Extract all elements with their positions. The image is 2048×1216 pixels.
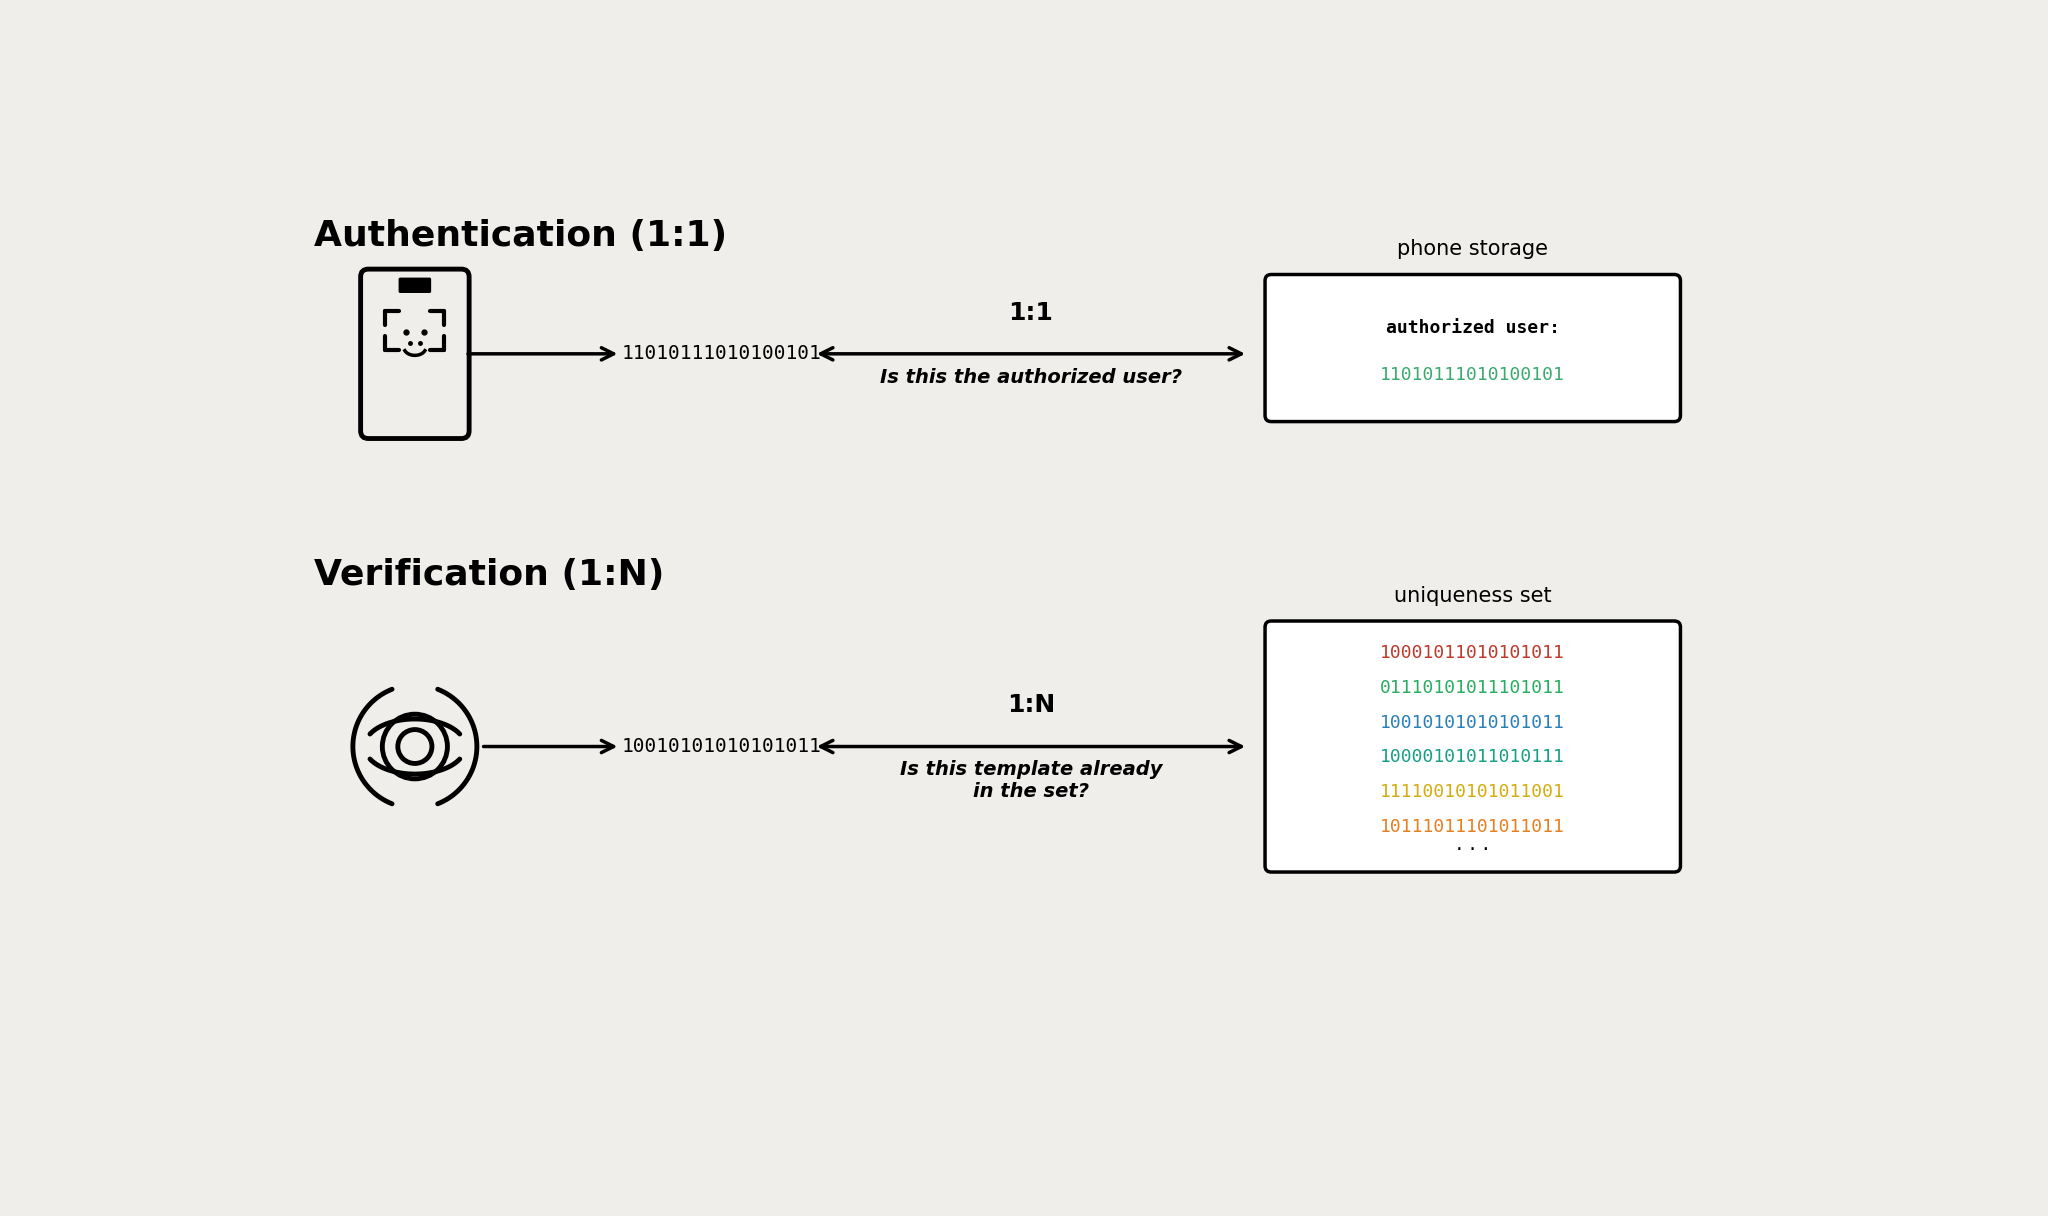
Text: 10111011101011011: 10111011101011011 [1380,817,1565,835]
Text: 10010101010101011: 10010101010101011 [621,737,821,756]
Text: uniqueness set: uniqueness set [1395,586,1552,606]
Text: authorized user:: authorized user: [1386,319,1561,337]
FancyBboxPatch shape [1266,275,1681,422]
FancyBboxPatch shape [399,277,432,293]
Text: phone storage: phone storage [1397,240,1548,259]
Text: 10000101011010111: 10000101011010111 [1380,748,1565,766]
Text: 10001011010101011: 10001011010101011 [1380,644,1565,662]
Text: 11010111010100101: 11010111010100101 [621,344,821,364]
Text: 11010111010100101: 11010111010100101 [1380,366,1565,384]
FancyBboxPatch shape [360,269,469,439]
Text: 01110101011101011: 01110101011101011 [1380,679,1565,697]
Text: 1:1: 1:1 [1008,300,1053,325]
Text: Is this the authorized user?: Is this the authorized user? [881,367,1182,387]
Text: Verification (1:N): Verification (1:N) [313,558,664,592]
Text: . . .: . . . [1456,834,1489,855]
Text: Is this template already
in the set?: Is this template already in the set? [899,760,1163,801]
Text: 10010101010101011: 10010101010101011 [1380,714,1565,732]
FancyBboxPatch shape [1266,621,1681,872]
Text: 11110010101011001: 11110010101011001 [1380,783,1565,801]
Text: Authentication (1:1): Authentication (1:1) [313,219,727,253]
Text: 1:N: 1:N [1008,693,1055,717]
